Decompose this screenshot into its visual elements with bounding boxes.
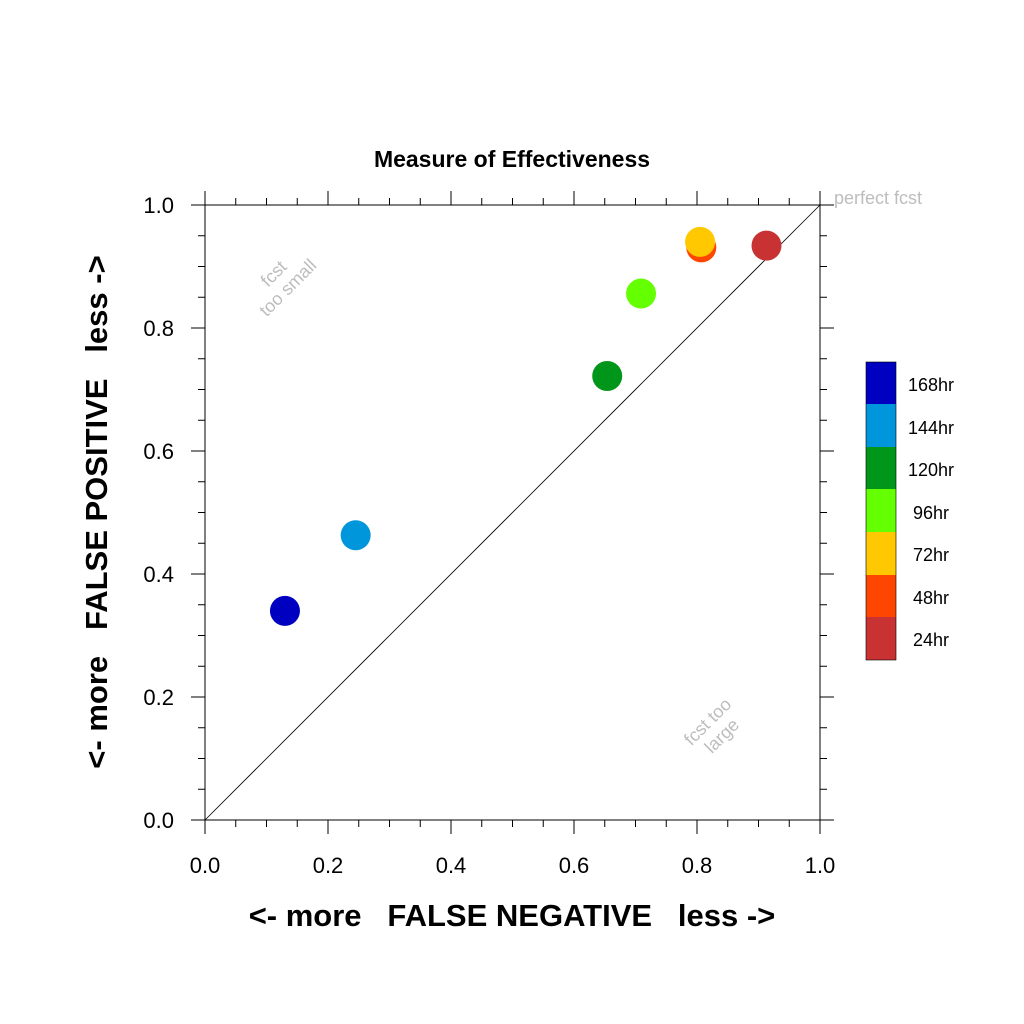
legend-frame [865,361,897,661]
legend: 168hr 144hr 120hr 96hr 72hr 48hr 24hr [865,361,954,661]
y-axis-label: <- more FALSE POSITIVE less -> [79,255,114,768]
legend-swatch [866,404,896,447]
x-axis-label: <- more FALSE NEGATIVE less -> [249,898,776,933]
data-point-168hr [269,595,300,626]
chart-title: Measure of Effectiveness [374,146,650,172]
x-tick-labels: 0.0 0.2 0.4 0.6 0.8 1.0 [190,853,836,878]
legend-swatch [866,617,896,660]
legend-label: 120hr [908,460,954,480]
x-tick-label: 0.2 [313,853,344,878]
data-point-144hr [340,520,371,551]
perfect-forecast-annotation: perfect fcst [834,188,922,208]
y-tick-label: 0.6 [143,439,174,464]
too-small-line-2: too small [255,255,320,320]
legend-swatch [866,362,896,404]
data-point-96hr [626,278,657,309]
y-tick-label: 0.4 [143,562,174,587]
legend-label: 72hr [913,545,949,565]
legend-swatch [866,489,896,532]
perfect-forecast-diagonal [204,204,821,821]
legend-label: 24hr [913,630,949,650]
data-point-72hr [685,226,716,257]
x-tick-label: 0.8 [682,853,713,878]
data-point-24hr [751,230,782,261]
y-tick-labels: 0.0 0.2 0.4 0.6 0.8 1.0 [143,193,174,833]
legend-swatch [866,447,896,489]
x-tick-label: 1.0 [805,853,836,878]
legend-label: 48hr [913,588,949,608]
legend-label: 144hr [908,418,954,438]
data-points [269,226,782,626]
x-tick-label: 0.6 [559,853,590,878]
y-tick-label: 0.0 [143,808,174,833]
y-tick-label: 0.2 [143,685,174,710]
x-tick-label: 0.0 [190,853,221,878]
legend-swatch [866,532,896,575]
data-point-120hr [592,360,623,391]
y-tick-label: 0.8 [143,316,174,341]
axis-ticks [191,191,834,834]
y-tick-label: 1.0 [143,193,174,218]
too-small-annotation: fcst too small [255,255,320,320]
legend-label: 168hr [908,375,954,395]
legend-label: 96hr [913,503,949,523]
too-large-annotation: fcst too large [680,694,743,757]
x-tick-label: 0.4 [436,853,467,878]
legend-swatch [866,575,896,617]
